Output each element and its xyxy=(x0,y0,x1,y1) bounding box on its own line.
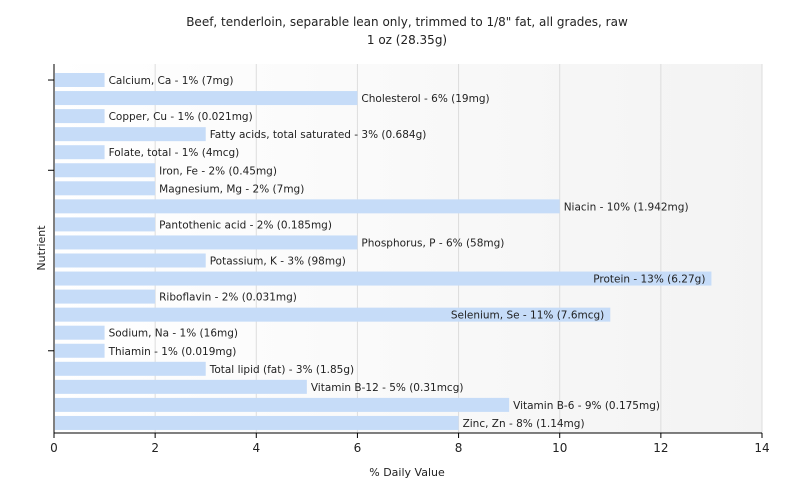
bar-label-6: Magnesium, Mg - 2% (7mg) xyxy=(159,183,304,195)
x-tick-label-10: 10 xyxy=(552,441,567,455)
bar-label-11: Protein - 13% (6.27g) xyxy=(593,274,705,286)
bar-label-2: Copper, Cu - 1% (0.021mg) xyxy=(109,111,253,123)
bar-label-1: Cholesterol - 6% (19mg) xyxy=(361,93,489,105)
bar-13 xyxy=(55,307,611,322)
bar-8 xyxy=(55,217,156,232)
bar-14 xyxy=(55,325,105,340)
x-tick-label-0: 0 xyxy=(50,441,58,455)
bar-17 xyxy=(55,379,307,394)
bar-4 xyxy=(55,145,105,160)
bar-label-13: Selenium, Se - 11% (7.6mcg) xyxy=(451,310,604,322)
bars-group: Calcium, Ca - 1% (7mg) Cholesterol - 6% (… xyxy=(55,73,712,430)
y-axis-label: Nutrient xyxy=(35,225,48,271)
bar-3 xyxy=(55,127,206,142)
x-tick-label-4: 4 xyxy=(252,441,260,455)
axes-group: 0 2 4 6 8 10 12 14 xyxy=(48,64,770,455)
bar-label-4: Folate, total - 1% (4mcg) xyxy=(109,147,240,159)
bar-15 xyxy=(55,343,105,358)
x-tick-label-14: 14 xyxy=(754,441,769,455)
bar-6 xyxy=(55,181,156,196)
bar-label-18: Vitamin B-6 - 9% (0.175mg) xyxy=(513,400,660,412)
bar-5 xyxy=(55,163,156,178)
bar-18 xyxy=(55,397,510,412)
bar-10 xyxy=(55,253,206,268)
bar-label-3: Fatty acids, total saturated - 3% (0.684… xyxy=(210,129,427,141)
x-tick-label-12: 12 xyxy=(653,441,668,455)
bar-label-8: Pantothenic acid - 2% (0.185mg) xyxy=(159,219,332,231)
bar-0 xyxy=(55,73,105,87)
bar-label-0: Calcium, Ca - 1% (7mg) xyxy=(109,75,234,87)
bar-label-5: Iron, Fe - 2% (0.45mg) xyxy=(159,165,277,177)
bar-label-15: Thiamin - 1% (0.019mg) xyxy=(108,346,237,358)
x-axis-label: % Daily Value xyxy=(369,466,445,479)
chart-subtitle: 1 oz (28.35g) xyxy=(367,33,447,47)
bar-11 xyxy=(55,271,712,286)
chart-title: Beef, tenderloin, separable lean only, t… xyxy=(186,15,628,29)
bar-label-12: Riboflavin - 2% (0.031mg) xyxy=(159,292,297,304)
x-tick-label-8: 8 xyxy=(455,441,463,455)
bar-19 xyxy=(55,415,459,430)
bar-7 xyxy=(55,199,560,214)
bar-12 xyxy=(55,289,156,304)
bar-label-16: Total lipid (fat) - 3% (1.85g) xyxy=(209,364,354,376)
x-tick-label-6: 6 xyxy=(354,441,362,455)
bar-label-10: Potassium, K - 3% (98mg) xyxy=(210,256,346,268)
bar-2 xyxy=(55,109,105,124)
bar-1 xyxy=(55,91,358,106)
bar-label-19: Zinc, Zn - 8% (1.14mg) xyxy=(463,418,585,430)
bar-9 xyxy=(55,235,358,250)
x-tick-label-2: 2 xyxy=(151,441,159,455)
bar-16 xyxy=(55,361,206,376)
bar-label-9: Phosphorus, P - 6% (58mg) xyxy=(361,237,504,249)
bar-label-14: Sodium, Na - 1% (16mg) xyxy=(109,328,238,340)
bar-label-17: Vitamin B-12 - 5% (0.31mcg) xyxy=(311,382,464,394)
bar-label-7: Niacin - 10% (1.942mg) xyxy=(564,201,689,213)
